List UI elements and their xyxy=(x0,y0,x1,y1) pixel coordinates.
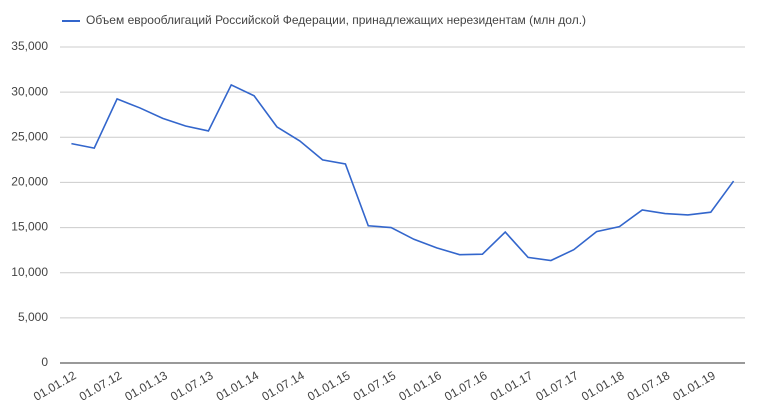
x-tick-label: 01.07.13 xyxy=(168,368,216,404)
x-tick-label: 01.07.15 xyxy=(351,368,399,404)
x-tick-label: 01.07.14 xyxy=(259,368,307,404)
y-tick-label: 15,000 xyxy=(11,220,48,234)
x-tick-label: 01.01.17 xyxy=(488,368,536,404)
y-tick-label: 35,000 xyxy=(11,39,48,53)
x-tick-label: 01.01.16 xyxy=(396,368,444,404)
x-tick-label: 01.01.18 xyxy=(579,368,627,404)
x-tick-label: 01.01.19 xyxy=(670,368,718,404)
y-tick-label: 25,000 xyxy=(11,129,48,143)
x-tick-label: 01.01.15 xyxy=(305,368,353,404)
data-line xyxy=(71,83,735,262)
x-tick-label: 01.07.16 xyxy=(442,368,490,404)
x-tick-label: 01.01.13 xyxy=(122,368,170,404)
x-tick-label: 01.07.12 xyxy=(77,368,125,404)
x-tick-label: 01.07.18 xyxy=(625,368,673,404)
y-tick-label: 30,000 xyxy=(11,84,48,98)
y-tick-label: 20,000 xyxy=(11,175,48,189)
x-tick-label: 01.01.14 xyxy=(214,368,262,404)
y-tick-label: 5,000 xyxy=(18,310,48,324)
x-tick-label: 01.07.17 xyxy=(533,368,581,404)
x-tick-label: 01.01.12 xyxy=(31,368,79,404)
legend-label: Объем еврооблигаций Российской Федерации… xyxy=(86,13,586,27)
y-tick-label: 10,000 xyxy=(11,265,48,279)
y-tick-label: 0 xyxy=(41,355,48,369)
